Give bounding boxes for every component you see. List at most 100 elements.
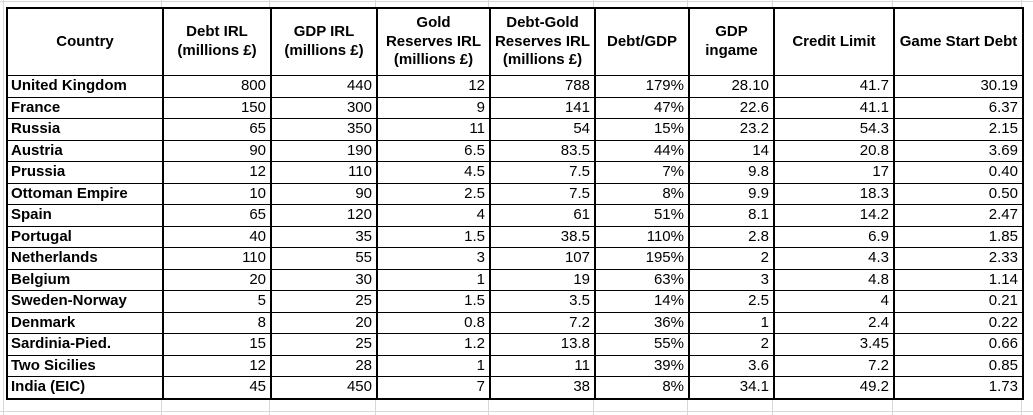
value-cell[interactable]: 12	[162, 161, 272, 184]
value-cell[interactable]: 28.10	[688, 75, 775, 98]
value-cell[interactable]: 7.2	[773, 354, 895, 378]
value-cell[interactable]: 23.2	[688, 118, 775, 141]
value-cell[interactable]: 8%	[594, 376, 690, 400]
value-cell[interactable]: 12	[376, 75, 491, 98]
value-cell[interactable]: 30.19	[893, 75, 1024, 98]
value-cell[interactable]: 55%	[594, 333, 690, 356]
value-cell[interactable]: 36%	[594, 311, 690, 335]
value-cell[interactable]: 14	[688, 139, 775, 163]
value-cell[interactable]: 14%	[594, 290, 690, 313]
value-cell[interactable]: 17	[773, 161, 895, 184]
value-cell[interactable]: 4.3	[773, 247, 895, 270]
value-cell[interactable]: 20.8	[773, 139, 895, 163]
column-header-gold-reserves-irl-millions[interactable]: Gold Reserves IRL (millions £)	[376, 7, 491, 76]
value-cell[interactable]: 9.8	[688, 161, 775, 184]
value-cell[interactable]: 83.5	[489, 139, 596, 163]
value-cell[interactable]: 41.1	[773, 96, 895, 120]
value-cell[interactable]: 30	[270, 268, 378, 292]
value-cell[interactable]: 0.21	[893, 290, 1024, 313]
value-cell[interactable]: 150	[162, 96, 272, 120]
value-cell[interactable]: 34.1	[688, 376, 775, 400]
value-cell[interactable]: 0.50	[893, 182, 1024, 206]
value-cell[interactable]: 2.5	[688, 290, 775, 313]
value-cell[interactable]: 25	[270, 333, 378, 356]
value-cell[interactable]: 12	[162, 354, 272, 378]
value-cell[interactable]: 1.5	[376, 290, 491, 313]
value-cell[interactable]: 1.14	[893, 268, 1024, 292]
value-cell[interactable]: 0.22	[893, 311, 1024, 335]
value-cell[interactable]: 22.6	[688, 96, 775, 120]
value-cell[interactable]: 4.8	[773, 268, 895, 292]
value-cell[interactable]: 350	[270, 118, 378, 141]
column-header-debt-gdp[interactable]: Debt/GDP	[594, 7, 690, 76]
value-cell[interactable]: 6.37	[893, 96, 1024, 120]
value-cell[interactable]: 0.66	[893, 333, 1024, 356]
value-cell[interactable]: 3.45	[773, 333, 895, 356]
value-cell[interactable]: 1	[376, 268, 491, 292]
value-cell[interactable]: 6.5	[376, 139, 491, 163]
value-cell[interactable]: 120	[270, 204, 378, 227]
value-cell[interactable]: 450	[270, 376, 378, 400]
country-cell[interactable]: Russia	[6, 118, 164, 141]
country-cell[interactable]: Belgium	[6, 268, 164, 292]
value-cell[interactable]: 3	[688, 268, 775, 292]
value-cell[interactable]: 15%	[594, 118, 690, 141]
country-cell[interactable]: Netherlands	[6, 247, 164, 270]
value-cell[interactable]: 110	[270, 161, 378, 184]
value-cell[interactable]: 28	[270, 354, 378, 378]
value-cell[interactable]: 11	[376, 118, 491, 141]
value-cell[interactable]: 2	[688, 333, 775, 356]
value-cell[interactable]: 0.85	[893, 354, 1024, 378]
value-cell[interactable]: 800	[162, 75, 272, 98]
column-header-debt-gold-reserves-irl-millions[interactable]: Debt-Gold Reserves IRL (millions £)	[489, 7, 596, 76]
value-cell[interactable]: 9	[376, 96, 491, 120]
country-cell[interactable]: Prussia	[6, 161, 164, 184]
value-cell[interactable]: 1	[688, 311, 775, 335]
country-cell[interactable]: India (EIC)	[6, 376, 164, 400]
value-cell[interactable]: 2.4	[773, 311, 895, 335]
value-cell[interactable]: 1.73	[893, 376, 1024, 400]
value-cell[interactable]: 13.8	[489, 333, 596, 356]
value-cell[interactable]: 8.1	[688, 204, 775, 227]
value-cell[interactable]: 63%	[594, 268, 690, 292]
value-cell[interactable]: 44%	[594, 139, 690, 163]
value-cell[interactable]: 65	[162, 118, 272, 141]
value-cell[interactable]: 3.69	[893, 139, 1024, 163]
column-header-debt-irl-millions[interactable]: Debt IRL (millions £)	[162, 7, 272, 76]
value-cell[interactable]: 15	[162, 333, 272, 356]
value-cell[interactable]: 7	[376, 376, 491, 400]
value-cell[interactable]: 10	[162, 182, 272, 206]
value-cell[interactable]: 0.40	[893, 161, 1024, 184]
value-cell[interactable]: 38.5	[489, 225, 596, 249]
value-cell[interactable]: 3.5	[489, 290, 596, 313]
column-header-gdp-ingame[interactable]: GDP ingame	[688, 7, 775, 76]
column-header-credit-limit[interactable]: Credit Limit	[773, 7, 895, 76]
value-cell[interactable]: 90	[270, 182, 378, 206]
value-cell[interactable]: 45	[162, 376, 272, 400]
country-cell[interactable]: France	[6, 96, 164, 120]
value-cell[interactable]: 90	[162, 139, 272, 163]
value-cell[interactable]: 14.2	[773, 204, 895, 227]
value-cell[interactable]: 4	[376, 204, 491, 227]
value-cell[interactable]: 6.9	[773, 225, 895, 249]
column-header-country[interactable]: Country	[6, 7, 164, 76]
value-cell[interactable]: 54.3	[773, 118, 895, 141]
value-cell[interactable]: 1.2	[376, 333, 491, 356]
value-cell[interactable]: 7.2	[489, 311, 596, 335]
value-cell[interactable]: 51%	[594, 204, 690, 227]
value-cell[interactable]: 1.85	[893, 225, 1024, 249]
value-cell[interactable]: 2.33	[893, 247, 1024, 270]
value-cell[interactable]: 8	[162, 311, 272, 335]
value-cell[interactable]: 35	[270, 225, 378, 249]
country-cell[interactable]: Austria	[6, 139, 164, 163]
value-cell[interactable]: 3	[376, 247, 491, 270]
value-cell[interactable]: 107	[489, 247, 596, 270]
value-cell[interactable]: 788	[489, 75, 596, 98]
value-cell[interactable]: 7%	[594, 161, 690, 184]
value-cell[interactable]: 1	[376, 354, 491, 378]
value-cell[interactable]: 55	[270, 247, 378, 270]
value-cell[interactable]: 11	[489, 354, 596, 378]
country-cell[interactable]: Denmark	[6, 311, 164, 335]
value-cell[interactable]: 2.15	[893, 118, 1024, 141]
value-cell[interactable]: 2.47	[893, 204, 1024, 227]
